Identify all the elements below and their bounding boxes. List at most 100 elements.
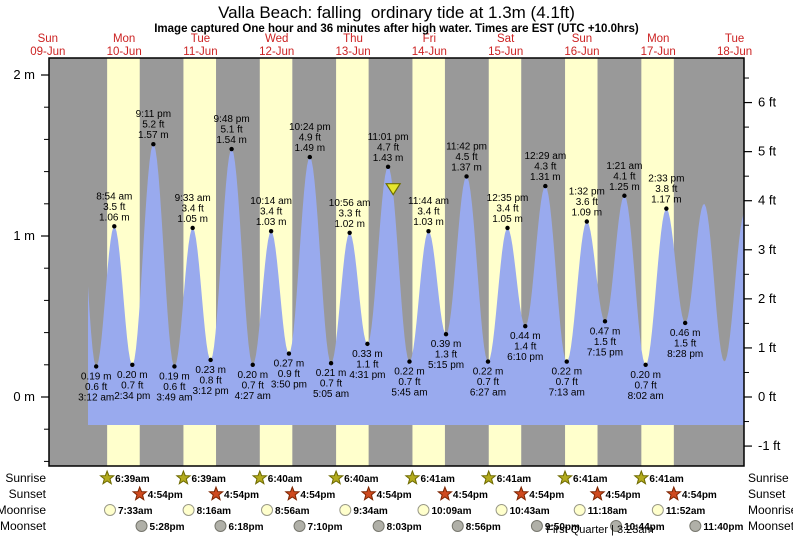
moonset-time: 11:40pm (703, 522, 743, 533)
high-tide-annotation: 8:54 am (96, 191, 132, 202)
row-label-left-moonset: Moonset (0, 519, 47, 533)
tide-extreme-dot (112, 224, 117, 229)
high-tide-annotation: 11:44 am (408, 196, 449, 207)
tide-curve (88, 144, 744, 426)
low-tide-annotation: 0.7 ft (635, 380, 657, 391)
high-tide-annotation: 3.4 ft (496, 203, 518, 214)
plot-border (48, 57, 745, 467)
high-tide-annotation: 9:11 pm (136, 109, 171, 120)
tide-extreme-dot (93, 364, 99, 369)
moonset-time: 8:56pm (466, 522, 501, 533)
high-tide-annotation: 11:01 pm (368, 132, 409, 143)
moonset-time: 5:28pm (150, 522, 185, 533)
sunset-time: 4:54pm (682, 490, 717, 501)
moonrise-time: 11:52am (666, 506, 706, 517)
tide-extreme-dot (443, 332, 449, 337)
moonrise-icon (261, 504, 274, 516)
sunrise-icon (175, 469, 192, 485)
tide-extreme-dot (523, 323, 528, 329)
high-tide-annotation: 3.4 ft (260, 207, 282, 218)
high-tide-annotation: 4.9 ft (299, 133, 321, 144)
day-name-label: Tue (725, 33, 744, 45)
high-tide-annotation: 4.5 ft (455, 152, 477, 163)
tide-extreme-dot (347, 230, 352, 235)
sunset-time: 4:54pm (453, 490, 488, 501)
tide-extreme-dot (328, 360, 334, 366)
low-tide-annotation: 0.7 ft (121, 380, 143, 391)
row-label-left-sunrise: Sunrise (5, 471, 46, 485)
high-tide-annotation: 1.03 m (413, 217, 444, 228)
high-tide-annotation: 9:33 am (175, 193, 211, 204)
sunset-icon (360, 485, 377, 501)
high-tide-annotation: 5.2 ft (142, 120, 164, 131)
sunset-time: 4:54pm (377, 490, 412, 501)
low-tide-annotation: 0.19 m (159, 371, 190, 382)
high-tide-annotation: 1.06 m (99, 212, 130, 223)
moonset-icon (530, 520, 543, 532)
low-tide-annotation: 0.33 m (352, 349, 383, 360)
chart-title: Valla Beach: falling ordinary tide at 1.… (218, 3, 575, 22)
day-name-label: Tue (191, 33, 210, 45)
sunset-icon (131, 485, 148, 501)
tide-extreme-dot (130, 362, 135, 367)
high-tide-annotation: 1.05 m (492, 214, 523, 225)
low-tide-annotation: 4:27 am (235, 391, 271, 402)
high-tide-annotation: 3.3 ft (339, 208, 361, 219)
moonset-time: 7:10pm (308, 522, 343, 533)
low-tide-annotation: 0.6 ft (163, 382, 185, 393)
tide-extreme-dot (602, 319, 608, 324)
low-tide-annotation: 3:49 am (156, 392, 192, 403)
low-tide-annotation: 8:02 am (628, 391, 664, 402)
low-tide-annotation: 1.4 ft (514, 342, 536, 353)
moonrise-icon (339, 504, 352, 516)
tide-extreme-dot (564, 359, 569, 364)
tide-extreme-dot (622, 193, 627, 198)
high-tide-annotation: 1.02 m (334, 219, 365, 230)
low-tide-annotation: 0.8 ft (199, 375, 221, 386)
low-tide-annotation: 0.19 m (81, 371, 112, 382)
high-tide-annotation: 12:29 am (524, 151, 566, 162)
tide-extreme-dot (682, 320, 688, 326)
tide-extreme-dot (190, 225, 195, 231)
moonrise-icon (495, 504, 508, 516)
low-tide-annotation: 5:05 am (313, 389, 349, 400)
high-tide-annotation: 9:48 pm (214, 114, 250, 125)
row-label-left-sunset: Sunset (9, 487, 47, 501)
low-tide-annotation: 6:10 pm (507, 352, 543, 363)
moonset-icon (293, 520, 306, 532)
sunset-time: 4:54pm (300, 490, 335, 501)
day-date-label: 13-Jun (335, 46, 370, 58)
tide-extreme-dot (543, 183, 548, 189)
high-tide-annotation: 4.3 ft (534, 162, 556, 173)
tide-extreme-dot (365, 341, 370, 347)
row-label-left-moonrise: Moonrise (0, 503, 46, 517)
moonset-icon (451, 520, 464, 532)
sunrise-icon (404, 469, 421, 485)
low-tide-annotation: 0.7 ft (477, 377, 499, 388)
day-date-label: 09-Jun (30, 46, 65, 58)
tide-extreme-dot (584, 219, 590, 224)
moonrise-icon (651, 504, 664, 516)
sunrise-time: 6:41am (573, 474, 608, 485)
moonset-icon (214, 520, 227, 532)
low-tide-annotation: 0.22 m (394, 367, 425, 378)
day-name-label: Mon (113, 33, 135, 45)
high-tide-annotation: 11:42 pm (446, 141, 487, 152)
high-tide-annotation: 1.25 m (609, 182, 640, 193)
low-tide-annotation: 8:28 pm (667, 349, 703, 360)
sunrise-icon (251, 469, 268, 485)
day-name-label: Sat (497, 33, 515, 45)
tide-extreme-dot (268, 228, 274, 234)
low-tide-annotation: 0.7 ft (556, 377, 578, 388)
sunrise-time: 6:40am (344, 474, 379, 485)
low-tide-annotation: 0.44 m (510, 331, 541, 342)
moonset-icon (372, 520, 385, 532)
moonrise-time: 8:16am (197, 506, 232, 517)
left-axis-label: 1 m (13, 228, 35, 243)
chart-subtitle: Image captured One hour and 36 minutes a… (154, 23, 639, 35)
low-tide-annotation: 7:15 pm (587, 347, 623, 358)
row-label-right-sunset: Sunset (748, 487, 786, 501)
high-tide-annotation: 1.31 m (530, 172, 561, 183)
low-tide-annotation: 2:34 pm (114, 391, 150, 402)
